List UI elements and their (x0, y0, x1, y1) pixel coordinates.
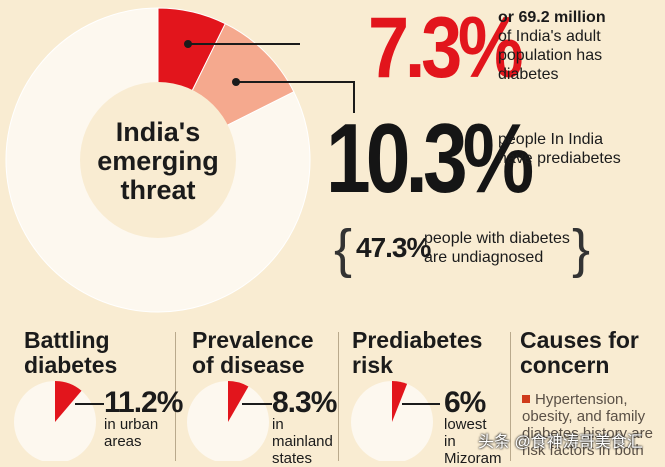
section-divider-1 (175, 332, 176, 461)
watermark: 头条 @食神涛哥美食汇 (478, 434, 643, 451)
diabetes-leader-dot (184, 40, 192, 48)
section-title-causes: Causes for concern (520, 328, 639, 378)
prediabetes-note: people In India have prediabetes (498, 130, 621, 168)
right-brace: } (572, 219, 591, 279)
section-3-desc-line-3: Mizoram (444, 450, 502, 467)
section-1-desc-line-1: in urban (104, 416, 159, 433)
section-2-pie-slice (228, 381, 249, 422)
causes-text: Hypertension, obesity, and family diabet… (522, 391, 662, 459)
section-3-percentage: 6% (444, 386, 486, 419)
section-3-title-line-2: risk (352, 352, 393, 378)
prediabetes-note-line-2: have prediabetes (498, 150, 621, 167)
bullet-square-icon (522, 395, 530, 403)
section-1-pie-slice (55, 381, 82, 422)
section-3-desc-line-2: in (444, 433, 456, 450)
diabetes-note-line-2: population has (498, 47, 603, 64)
undiagnosed-percentage: 47.3% (356, 232, 431, 263)
section-2-title-line-2: of disease (192, 352, 305, 378)
prediabetes-note-line-1: people In India (498, 131, 603, 148)
section-4-title-line-2: concern (520, 352, 610, 378)
diabetes-note: or 69.2 million of India's adult populat… (498, 8, 606, 84)
section-2-desc-line-3: states (272, 450, 313, 467)
section-1-title-line-2: diabetes (24, 352, 118, 378)
section-1-desc: in urban areas (104, 416, 158, 450)
section-3-pie-slice (392, 381, 408, 422)
diabetes-note-line-3: diabetes (498, 66, 559, 83)
undiagnosed-note: people with diabetes are undiagnosed (424, 229, 570, 267)
prediabetes-leader-dot (232, 78, 240, 86)
diabetes-percentage: 7.3% (368, 0, 524, 96)
section-1-desc-line-2: areas (104, 433, 142, 450)
causes-body: Hypertension, obesity, and family diabet… (522, 391, 653, 459)
section-divider-2 (338, 332, 339, 461)
section-1-pie (14, 381, 104, 461)
section-2-pie (187, 381, 272, 461)
prediabetes-leader-line (236, 81, 355, 113)
section-title-prediabetes-risk: Prediabetes risk (352, 328, 482, 378)
section-1-percentage: 11.2% (104, 386, 183, 419)
donut-title-line-2: emerging (97, 146, 219, 176)
section-2-percentage: 8.3% (272, 386, 337, 419)
section-3-desc-line-1: lowest (444, 416, 487, 433)
donut-title-line-3: threat (120, 175, 195, 205)
prediabetes-percentage: 10.3% (326, 103, 534, 213)
donut-title-line-1: India's (116, 117, 200, 147)
left-brace: { (334, 219, 353, 279)
diabetes-note-line-1: of India's adult (498, 28, 601, 45)
section-2-desc-line-2: mainland (272, 433, 333, 450)
section-divider-3 (510, 332, 511, 461)
undiagnosed-note-line-2: are undiagnosed (424, 249, 544, 266)
diabetes-note-bold: or 69.2 million (498, 9, 606, 26)
section-3-pie (351, 381, 440, 461)
undiagnosed-note-line-1: people with diabetes (424, 230, 570, 247)
section-title-battling: Battling diabetes (24, 328, 117, 378)
section-2-desc-line-1: in (272, 416, 284, 433)
section-3-title-line-1: Prediabetes (352, 327, 483, 353)
donut-hole (80, 82, 236, 238)
section-2-desc: in mainland states (272, 416, 333, 467)
section-2-title-line-1: Prevalence (192, 327, 314, 353)
donut-slice-rest-of-adult-population (5, 7, 311, 313)
main-donut-chart: India's emerging threat (5, 7, 355, 313)
section-1-title-line-1: Battling (24, 327, 110, 353)
section-4-title-line-1: Causes for (520, 327, 639, 353)
section-title-prevalence: Prevalence of disease (192, 328, 313, 378)
